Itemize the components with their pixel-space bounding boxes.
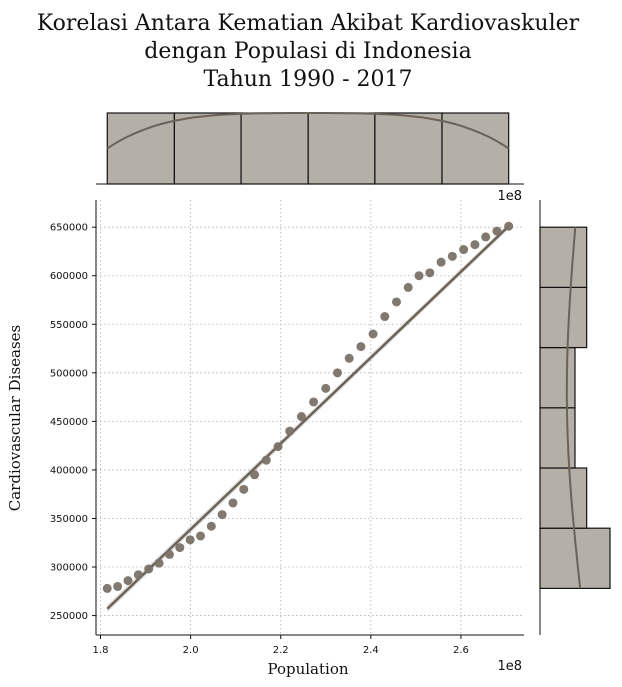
scatter-point <box>321 383 331 393</box>
scatter-point <box>368 329 378 339</box>
y-tick-label: 500000 <box>50 368 88 379</box>
scatter-point <box>309 397 319 407</box>
chart-title-line-2: dengan Populasi di Indonesia <box>144 39 471 64</box>
x-axis-ticks: 1.8 2.0 2.2 2.4 2.6 <box>93 635 469 656</box>
regression-layer <box>106 223 510 613</box>
y-tick-label: 300000 <box>50 563 88 574</box>
scatter-point <box>332 368 342 378</box>
scatter-point <box>206 521 216 531</box>
scatter-point <box>296 412 306 422</box>
x-tick-label: 2.2 <box>273 645 289 656</box>
y-axis-ticks: 250000 300000 350000 400000 450000 500000 5500… <box>50 223 96 622</box>
scatter-point <box>185 535 195 545</box>
scatter-point <box>344 353 354 363</box>
scatter-point <box>356 342 366 352</box>
regression-line <box>106 225 510 610</box>
chart-title-line-3: Tahun 1990 - 2017 <box>204 67 413 92</box>
scatter-point <box>217 510 227 520</box>
chart-title-line-1: Korelasi Antara Kematian Akibat Kardiova… <box>37 11 580 36</box>
top-histogram-bar <box>374 112 443 185</box>
top-histogram-bar <box>173 112 242 185</box>
scatter-point <box>113 581 123 591</box>
scatter-point <box>504 221 514 231</box>
y-axis-label: Cardiovascular Diseases <box>6 325 24 512</box>
y-tick-label: 600000 <box>50 271 88 282</box>
scatter-point <box>285 426 295 436</box>
x-tick-label: 2.4 <box>363 645 379 656</box>
right-marginal-histogram <box>539 200 611 635</box>
y-tick-label: 450000 <box>50 417 88 428</box>
top-histogram-bar <box>106 112 175 185</box>
x-tick-label: 1.8 <box>93 645 109 656</box>
scatter-point <box>102 583 112 593</box>
y-tick-label: 400000 <box>50 465 88 476</box>
y-tick-label: 550000 <box>50 320 88 331</box>
scatter-point <box>403 282 413 292</box>
scatter-point <box>414 271 424 281</box>
scatter-point <box>164 549 174 559</box>
right-histogram-bar <box>539 286 588 349</box>
x-axis-label: Population <box>267 660 348 678</box>
scatter-point <box>175 543 185 553</box>
scatter-point <box>196 531 206 541</box>
scatter-point <box>123 576 133 586</box>
scatter-point <box>133 570 143 580</box>
scatter-point <box>425 268 435 278</box>
right-histogram-bar <box>539 346 576 409</box>
top-axis-offset-label: 1e8 <box>497 189 522 204</box>
scatter-point <box>447 251 457 261</box>
scatter-point <box>436 257 446 267</box>
scatter-point <box>239 484 249 494</box>
x-tick-label: 2.0 <box>183 645 199 656</box>
chart-title: Korelasi Antara Kematian Akibat Kardiova… <box>37 11 580 92</box>
scatter-points <box>102 221 514 593</box>
gridlines <box>96 200 524 635</box>
top-histogram-bar <box>307 112 376 185</box>
scatter-point <box>144 564 154 574</box>
x-tick-label: 2.6 <box>453 645 469 656</box>
scatter-point <box>273 442 283 452</box>
right-histogram-bar <box>539 407 576 469</box>
scatter-point <box>459 245 469 255</box>
top-histogram-bar <box>441 112 510 185</box>
scatter-point <box>154 558 164 568</box>
top-histogram-bar <box>240 112 309 185</box>
y-tick-label: 250000 <box>50 611 88 622</box>
top-marginal-histogram <box>96 112 524 185</box>
axes <box>95 200 524 636</box>
scatter-point <box>228 498 238 508</box>
x-axis-offset-label: 1e8 <box>497 659 522 674</box>
right-kde-curve <box>565 227 582 589</box>
y-tick-label: 650000 <box>50 223 88 234</box>
scatter-point <box>470 240 480 250</box>
y-tick-label: 350000 <box>50 514 88 525</box>
top-kde-curve <box>106 112 510 150</box>
right-histogram-bar <box>539 226 588 288</box>
scatter-point <box>261 455 271 465</box>
scatter-point <box>492 226 502 236</box>
scatter-point <box>392 297 402 307</box>
right-histogram-bar <box>539 467 588 529</box>
scatter-point <box>250 470 260 480</box>
scatter-point <box>380 312 390 322</box>
scatter-point <box>481 232 491 242</box>
